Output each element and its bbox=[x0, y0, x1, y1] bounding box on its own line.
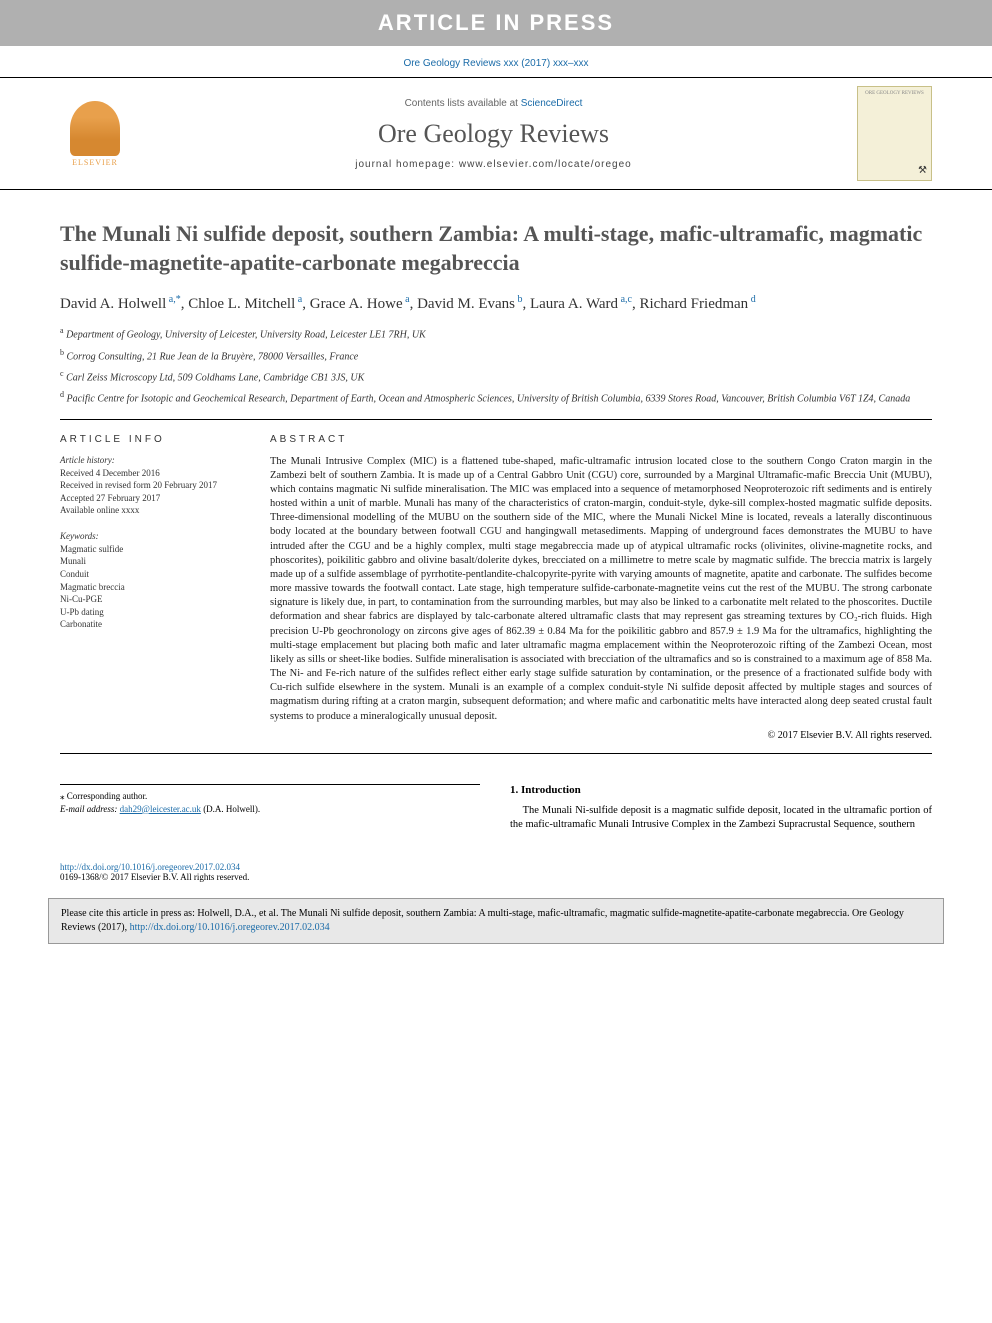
introduction-column: 1. Introduction The Munali Ni-sulfide de… bbox=[510, 784, 932, 832]
corresponding-block: ⁎ Corresponding author. E-mail address: … bbox=[60, 784, 480, 832]
contents-line: Contents lists available at ScienceDirec… bbox=[130, 98, 857, 109]
history-block: Article history: Received 4 December 201… bbox=[60, 455, 240, 517]
affiliation: d Pacific Centre for Isotopic and Geoche… bbox=[60, 389, 932, 406]
keyword: Magmatic sulfide bbox=[60, 543, 240, 556]
keywords-label: Keywords: bbox=[60, 531, 240, 541]
author: Grace A. Howe a bbox=[310, 296, 410, 312]
author-aff-marker: b bbox=[515, 294, 523, 305]
author: Richard Friedman d bbox=[639, 296, 755, 312]
abstract-copyright: © 2017 Elsevier B.V. All rights reserved… bbox=[270, 730, 932, 741]
author-aff-marker: a,c bbox=[618, 294, 632, 305]
author: Chloe L. Mitchell a bbox=[188, 296, 302, 312]
citation-top: Ore Geology Reviews xxx (2017) xxx–xxx bbox=[0, 58, 992, 69]
homepage-url: www.elsevier.com/locate/oregeo bbox=[459, 159, 632, 170]
cover-thumb-title: ORE GEOLOGY REVIEWS bbox=[862, 91, 927, 96]
intro-heading: 1. Introduction bbox=[510, 784, 932, 796]
keywords-text: Magmatic sulfideMunaliConduitMagmatic br… bbox=[60, 543, 240, 631]
contents-prefix: Contents lists available at bbox=[405, 98, 521, 109]
sciencedirect-link[interactable]: ScienceDirect bbox=[521, 98, 583, 109]
article-title: The Munali Ni sulfide deposit, southern … bbox=[60, 220, 932, 277]
abstract-text: The Munali Intrusive Complex (MIC) is a … bbox=[270, 455, 932, 724]
footer-doi-link[interactable]: http://dx.doi.org/10.1016/j.oregeorev.20… bbox=[130, 922, 330, 933]
email-link[interactable]: dah29@leicester.ac.uk bbox=[120, 804, 201, 814]
keyword: Conduit bbox=[60, 568, 240, 581]
affiliation-list: a Department of Geology, University of L… bbox=[60, 325, 932, 406]
cite-footer: Please cite this article in press as: Ho… bbox=[48, 898, 944, 944]
affiliation: b Corrog Consulting, 21 Rue Jean de la B… bbox=[60, 347, 932, 364]
history-label: Article history: bbox=[60, 455, 240, 465]
abstract-column: ABSTRACT The Munali Intrusive Complex (M… bbox=[270, 434, 932, 741]
main-content: The Munali Ni sulfide deposit, southern … bbox=[0, 190, 992, 852]
author: David M. Evans b bbox=[417, 296, 522, 312]
elsevier-tree-icon bbox=[70, 101, 120, 156]
affiliation: a Department of Geology, University of L… bbox=[60, 325, 932, 342]
history-line: Received 4 December 2016 bbox=[60, 467, 240, 480]
keyword: Carbonatite bbox=[60, 618, 240, 631]
history-text: Received 4 December 2016Received in revi… bbox=[60, 467, 240, 517]
abstract-heading: ABSTRACT bbox=[270, 434, 932, 445]
header-center: Contents lists available at ScienceDirec… bbox=[130, 98, 857, 170]
email-name: (D.A. Holwell). bbox=[203, 804, 260, 814]
article-info-column: ARTICLE INFO Article history: Received 4… bbox=[60, 434, 240, 741]
history-line: Available online xxxx bbox=[60, 504, 240, 517]
divider-top bbox=[60, 419, 932, 420]
divider-bottom bbox=[60, 753, 932, 754]
journal-name: Ore Geology Reviews bbox=[130, 119, 857, 149]
journal-cover-thumbnail: ORE GEOLOGY REVIEWS ⚒ bbox=[857, 86, 932, 181]
intro-row: ⁎ Corresponding author. E-mail address: … bbox=[60, 784, 932, 832]
homepage-line: journal homepage: www.elsevier.com/locat… bbox=[130, 159, 857, 170]
author-list: David A. Holwell a,*, Chloe L. Mitchell … bbox=[60, 293, 932, 315]
email-label: E-mail address: bbox=[60, 804, 117, 814]
author-aff-marker: d bbox=[748, 294, 756, 305]
doi-block: http://dx.doi.org/10.1016/j.oregeorev.20… bbox=[0, 862, 992, 882]
article-in-press-banner: ARTICLE IN PRESS bbox=[0, 0, 992, 46]
history-line: Accepted 27 February 2017 bbox=[60, 492, 240, 505]
doi-link[interactable]: http://dx.doi.org/10.1016/j.oregeorev.20… bbox=[60, 862, 240, 872]
history-line: Received in revised form 20 February 201… bbox=[60, 479, 240, 492]
keywords-block: Keywords: Magmatic sulfideMunaliConduitM… bbox=[60, 531, 240, 631]
author: David A. Holwell a,* bbox=[60, 296, 181, 312]
cover-thumb-icons: ⚒ bbox=[918, 165, 927, 176]
keyword: U-Pb dating bbox=[60, 606, 240, 619]
article-info-heading: ARTICLE INFO bbox=[60, 434, 240, 445]
intro-text: The Munali Ni-sulfide deposit is a magma… bbox=[510, 804, 932, 832]
affiliation: c Carl Zeiss Microscopy Ltd, 509 Coldham… bbox=[60, 368, 932, 385]
author-aff-marker: a,* bbox=[166, 294, 180, 305]
journal-header: ELSEVIER Contents lists available at Sci… bbox=[0, 77, 992, 190]
keyword: Munali bbox=[60, 555, 240, 568]
keyword: Magmatic breccia bbox=[60, 581, 240, 594]
elsevier-logo-text: ELSEVIER bbox=[72, 158, 118, 167]
issn-line: 0169-1368/© 2017 Elsevier B.V. All right… bbox=[60, 872, 249, 882]
homepage-prefix: journal homepage: bbox=[355, 159, 459, 170]
author: Laura A. Ward a,c bbox=[530, 296, 632, 312]
elsevier-logo: ELSEVIER bbox=[60, 94, 130, 174]
info-abstract-row: ARTICLE INFO Article history: Received 4… bbox=[60, 434, 932, 741]
keyword: Ni-Cu-PGE bbox=[60, 593, 240, 606]
author-aff-marker: a bbox=[403, 294, 410, 305]
corresponding-email-line: E-mail address: dah29@leicester.ac.uk (D… bbox=[60, 804, 480, 814]
corresponding-label: ⁎ Corresponding author. bbox=[60, 791, 480, 802]
author-aff-marker: a bbox=[295, 294, 302, 305]
